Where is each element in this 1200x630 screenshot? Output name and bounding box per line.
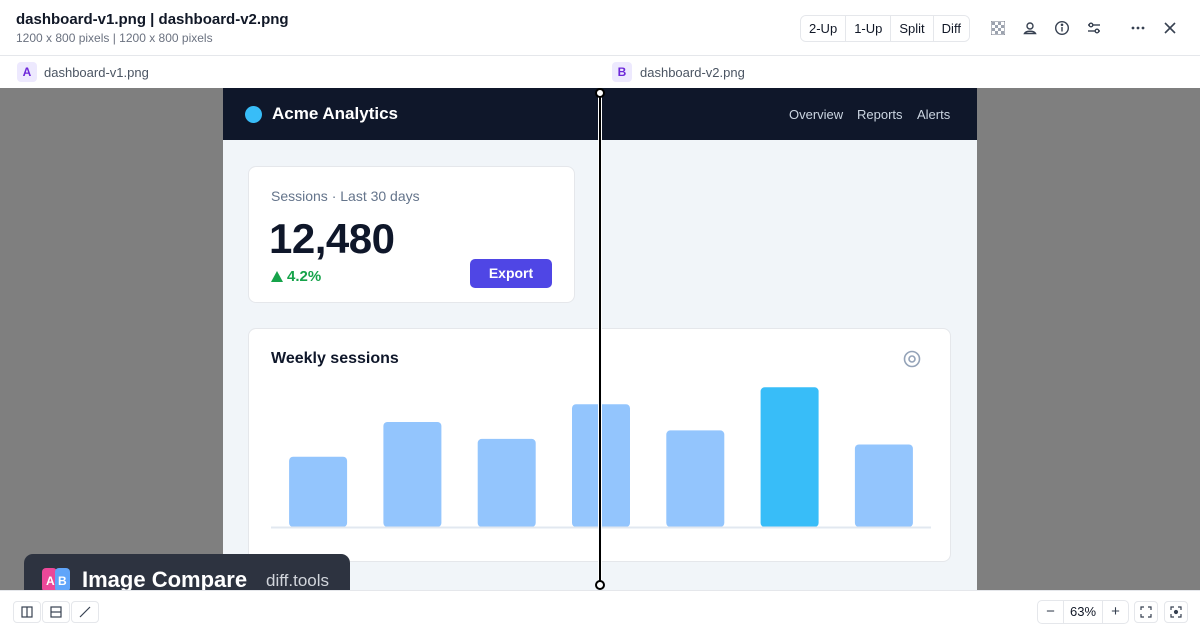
- chart-settings-icon: [903, 350, 921, 368]
- split-horizontal-button[interactable]: [42, 601, 70, 623]
- footer-bar: − 63% +: [0, 590, 1200, 630]
- sessions-stat-card: Sessions · Last 30 days 12,480 4.2% Expo…: [248, 166, 575, 303]
- file-b-badge: B: [612, 62, 632, 82]
- user-pin-icon[interactable]: [1020, 18, 1040, 38]
- nav-reports: Reports: [857, 107, 903, 122]
- file-a-badge: A: [17, 62, 37, 82]
- zoom-level: 63%: [1063, 601, 1103, 623]
- split-diagonal-icon: [79, 606, 91, 618]
- expand-icon: [1140, 606, 1152, 618]
- chart-bar-7: [854, 444, 913, 527]
- app-brand: Acme Analytics: [272, 104, 398, 123]
- sliders-icon[interactable]: [1084, 18, 1104, 38]
- file-bar: A dashboard-v1.png B dashboard-v2.png: [0, 56, 1200, 88]
- focus-icon: [1170, 606, 1182, 618]
- svg-text:A: A: [46, 574, 55, 588]
- split-horizontal-icon: [50, 606, 62, 618]
- brand-logo-dot: [245, 106, 262, 123]
- info-icon[interactable]: [1052, 18, 1072, 38]
- svg-text:B: B: [58, 574, 67, 588]
- mode-split-button[interactable]: Split: [891, 16, 934, 41]
- watermark-badge: A B Image Compare diff.tools: [24, 554, 350, 590]
- stat-delta-value: 4.2%: [287, 268, 322, 285]
- toolbar-header: dashboard-v1.png | dashboard-v2.png 1200…: [0, 0, 1200, 56]
- view-mode-group: 2-Up 1-Up Split Diff: [800, 15, 970, 42]
- more-icon[interactable]: [1128, 18, 1148, 38]
- mode-diff-button[interactable]: Diff: [933, 16, 969, 41]
- export-button: Export: [470, 259, 552, 288]
- nav-alerts: Alerts: [917, 107, 951, 122]
- zoom-in-button[interactable]: +: [1111, 603, 1120, 620]
- center-view-button[interactable]: [1164, 601, 1188, 623]
- fit-screen-button[interactable]: [1134, 601, 1158, 623]
- watermark-name: Image Compare: [82, 567, 248, 590]
- chart-bar-5: [666, 430, 725, 527]
- checkerboard-icon[interactable]: [988, 18, 1008, 38]
- watermark-url: diff.tools: [266, 571, 330, 590]
- split-vertical-button[interactable]: [13, 601, 41, 623]
- chart-title: Weekly sessions: [271, 350, 399, 367]
- compare-viewer[interactable]: Acme Analytics Overview Reports Alerts S…: [0, 88, 1200, 590]
- zoom-control: − 63% +: [1037, 600, 1129, 624]
- image-compare-logo-icon: A B: [42, 568, 70, 590]
- chart-bar-3: [477, 438, 536, 527]
- trend-up-icon: [271, 271, 283, 282]
- stat-label: Sessions · Last 30 days: [271, 188, 420, 204]
- image-dimensions: 1200 x 800 pixels | 1200 x 800 pixels: [16, 31, 213, 45]
- chart-bar-2: [383, 422, 442, 527]
- mode-1up-button[interactable]: 1-Up: [846, 16, 892, 41]
- mode-2up-button[interactable]: 2-Up: [801, 16, 847, 41]
- chart-bar-1: [289, 456, 348, 527]
- split-divider[interactable]: [598, 93, 602, 585]
- zoom-out-button[interactable]: −: [1046, 603, 1055, 620]
- page-title: dashboard-v1.png | dashboard-v2.png: [16, 11, 289, 28]
- nav-overview: Overview: [789, 107, 844, 122]
- file-b-name: dashboard-v2.png: [640, 65, 745, 80]
- split-vertical-icon: [21, 606, 33, 618]
- split-handle-bottom[interactable]: [595, 580, 605, 590]
- stat-delta: 4.2%: [271, 268, 321, 285]
- split-diagonal-button[interactable]: [71, 601, 99, 623]
- file-a-name: dashboard-v1.png: [44, 65, 149, 80]
- weekly-sessions-chart: [271, 387, 931, 529]
- chart-bar-6: [760, 387, 819, 527]
- split-handle-top[interactable]: [595, 88, 605, 98]
- stat-value: 12,480: [269, 215, 395, 262]
- close-icon[interactable]: [1160, 18, 1180, 38]
